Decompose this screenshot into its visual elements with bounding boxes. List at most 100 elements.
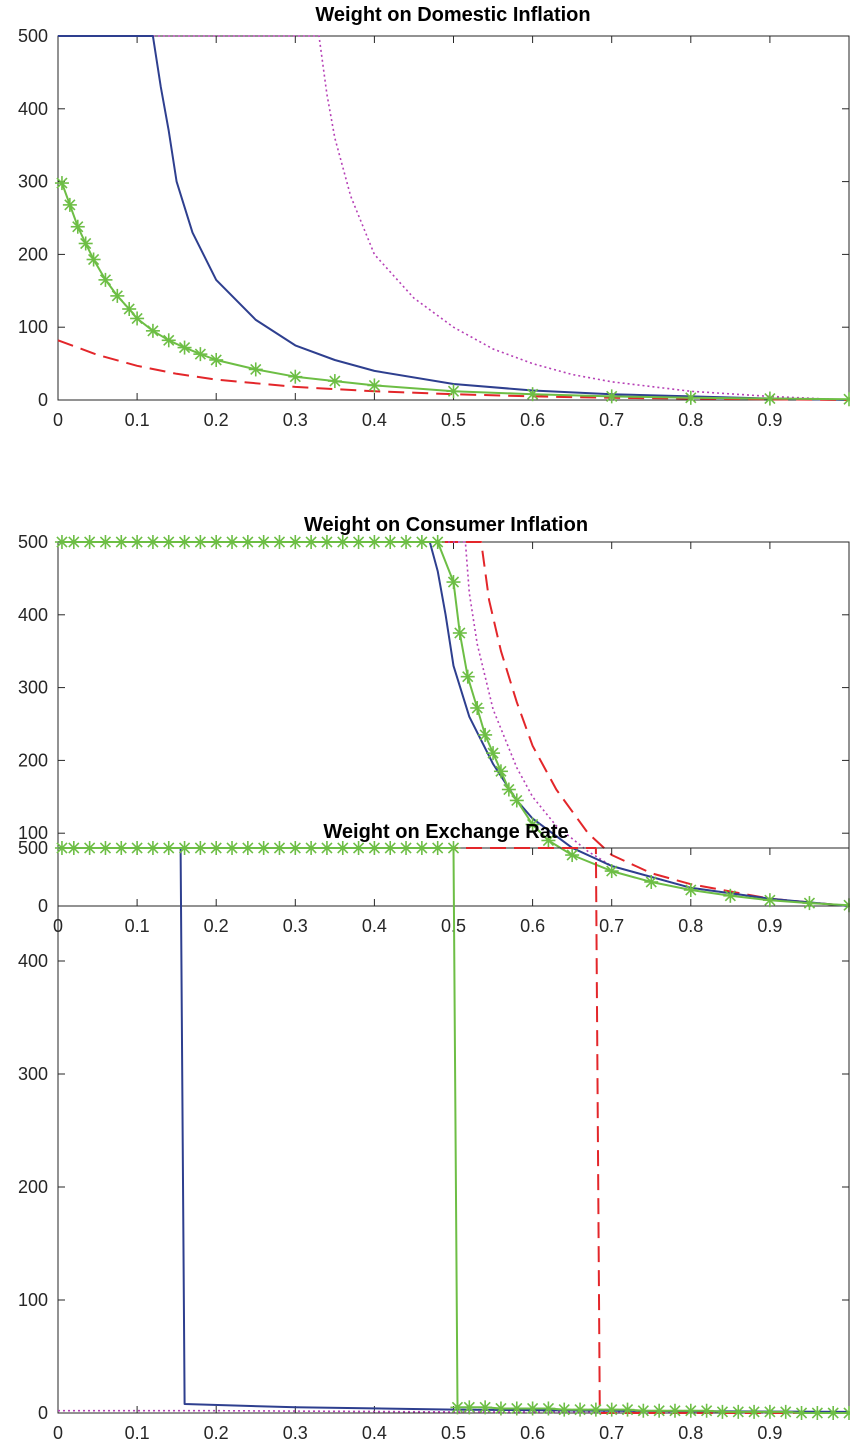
- star-stroke: [764, 1406, 776, 1418]
- star-stroke: [289, 842, 301, 854]
- star-stroke: [724, 890, 736, 902]
- star-stroke: [258, 842, 270, 854]
- star-stroke: [716, 1406, 729, 1418]
- star-stroke: [653, 1405, 665, 1417]
- star-stroke: [131, 536, 143, 548]
- data-point-star: [145, 323, 160, 338]
- data-point-star: [177, 841, 192, 855]
- star-stroke: [68, 536, 80, 548]
- data-point-star: [98, 535, 113, 549]
- star-stroke: [811, 1407, 823, 1419]
- star-stroke: [685, 392, 697, 404]
- star-stroke: [147, 325, 159, 337]
- x-tick-label: 0.1: [125, 916, 150, 936]
- data-point-star: [256, 535, 271, 549]
- star-stroke: [645, 876, 657, 888]
- x-tick-label: 0.9: [757, 410, 782, 430]
- star-stroke: [621, 1404, 634, 1416]
- data-point-star: [54, 535, 69, 549]
- star-stroke: [526, 818, 539, 831]
- data-point-star: [256, 841, 271, 855]
- x-tick-label: 0.8: [678, 1423, 703, 1443]
- star-stroke: [72, 221, 84, 233]
- y-tick-label: 500: [18, 26, 48, 46]
- star-stroke: [384, 536, 396, 548]
- star-stroke: [606, 390, 618, 402]
- data-point-star: [82, 535, 97, 549]
- x-tick-label: 0.2: [204, 1423, 229, 1443]
- star-stroke: [210, 354, 222, 366]
- star-stroke: [305, 536, 317, 548]
- data-point-star: [114, 535, 129, 549]
- data-point-star: [557, 1402, 572, 1417]
- star-stroke: [194, 536, 206, 548]
- x-tick-label: 0.6: [520, 1423, 545, 1443]
- y-tick-label: 500: [18, 532, 48, 552]
- star-stroke: [447, 385, 460, 397]
- star-stroke: [321, 842, 333, 854]
- star-stroke: [226, 842, 238, 854]
- star-stroke: [56, 177, 68, 189]
- series-markers-green_star: [54, 841, 850, 1420]
- data-point-star: [604, 864, 619, 879]
- star-stroke: [606, 865, 618, 877]
- star-stroke: [701, 1405, 713, 1417]
- data-point-star: [794, 1406, 809, 1420]
- data-point-star: [565, 848, 580, 863]
- data-point-star: [335, 841, 350, 855]
- star-stroke: [194, 842, 206, 854]
- data-point-star: [620, 1402, 635, 1417]
- data-point-star: [573, 1402, 588, 1417]
- star-stroke: [194, 348, 206, 360]
- star-stroke: [454, 627, 466, 639]
- star-stroke: [669, 1405, 681, 1417]
- star-stroke: [471, 702, 483, 714]
- star-stroke: [416, 536, 428, 548]
- series-layer: [54, 841, 850, 1420]
- data-point-star: [304, 841, 319, 855]
- star-stroke: [163, 536, 175, 548]
- star-stroke: [178, 536, 191, 548]
- data-point-star: [683, 882, 698, 897]
- data-point-star: [604, 1402, 619, 1417]
- y-tick-label: 300: [18, 1064, 48, 1084]
- star-stroke: [99, 536, 112, 548]
- star-stroke: [84, 536, 96, 548]
- x-tick-label: 0.4: [362, 410, 387, 430]
- data-point-star: [161, 535, 176, 549]
- star-stroke: [210, 536, 222, 548]
- star-stroke: [131, 312, 143, 325]
- data-point-star: [327, 374, 342, 389]
- data-point-star: [399, 841, 414, 855]
- data-point-star: [209, 352, 224, 367]
- star-stroke: [250, 363, 262, 376]
- data-point-star: [762, 1404, 777, 1419]
- data-point-star: [145, 841, 160, 855]
- data-point-star: [478, 1400, 493, 1415]
- star-stroke: [558, 1404, 570, 1416]
- data-point-star: [525, 1401, 540, 1416]
- star-stroke: [574, 1404, 586, 1416]
- star-stroke: [163, 334, 175, 346]
- x-tick-label: 0.7: [599, 1423, 624, 1443]
- chart-panel-exchange-rate: Weight on Exchange Rate 0 0.1 0.2 0.3 0.4 0.5…: [18, 821, 850, 1443]
- data-point-star: [70, 219, 85, 234]
- data-point-star: [367, 378, 382, 393]
- series-line-green_star: [62, 847, 849, 1414]
- y-tick-label: 400: [18, 99, 48, 119]
- data-point-star: [446, 384, 461, 399]
- star-stroke: [289, 536, 301, 548]
- star-stroke: [511, 794, 523, 807]
- data-point-star: [509, 793, 524, 808]
- x-tick-label: 0.4: [362, 916, 387, 936]
- star-stroke: [463, 1401, 475, 1413]
- data-point-star: [62, 197, 77, 212]
- star-stroke: [163, 842, 175, 854]
- star-stroke: [606, 1404, 618, 1416]
- data-point-star: [810, 1406, 825, 1420]
- x-tick-label: 0.6: [520, 410, 545, 430]
- data-point-star: [78, 236, 93, 251]
- star-stroke: [685, 884, 697, 896]
- star-stroke: [590, 1404, 602, 1416]
